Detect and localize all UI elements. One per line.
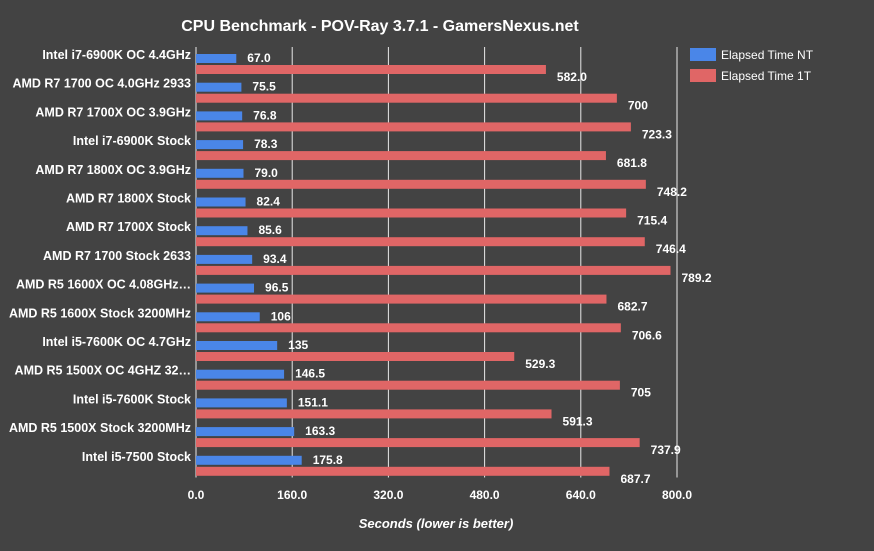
chart-title: CPU Benchmark - POV-Ray 3.7.1 - GamersNe…: [181, 18, 579, 35]
data-label-1t: 723.3: [642, 127, 672, 141]
bar-elapsed-time-nt: [196, 226, 248, 236]
labels-layer: Intel i7-6900K OC 4.4GHz 67.0 582.0 AMD R7 …: [9, 48, 712, 486]
category-label: Intel i7-6900K OC 4.4GHz: [42, 48, 191, 62]
category-label: AMD R5 1500X Stock 3200MHz: [9, 421, 191, 435]
data-label-1t: 789.2: [682, 271, 712, 285]
legend-label: Elapsed Time 1T: [721, 69, 812, 83]
bar-elapsed-time-nt: [196, 369, 285, 379]
bar-elapsed-time-nt: [196, 197, 246, 207]
data-label-nt: 146.5: [295, 367, 325, 381]
data-label-1t: 705: [631, 386, 651, 400]
legend-swatch: [690, 48, 716, 61]
bar-elapsed-time-nt: [196, 455, 302, 465]
bar-elapsed-time-1t: [196, 151, 606, 161]
category-label: AMD R7 1800X OC 3.9GHz: [35, 163, 191, 177]
bar-elapsed-time-1t: [196, 122, 631, 132]
bar-elapsed-time-nt: [196, 168, 244, 178]
data-label-nt: 67.0: [247, 51, 271, 65]
bar-elapsed-time-nt: [196, 111, 243, 121]
data-label-nt: 151.1: [298, 395, 328, 409]
bar-elapsed-time-1t: [196, 265, 671, 275]
legend: Elapsed Time NT Elapsed Time 1T: [690, 48, 814, 83]
category-label: AMD R7 1700X OC 3.9GHz: [35, 105, 191, 119]
bar-elapsed-time-1t: [196, 237, 645, 247]
bar-elapsed-time-nt: [196, 283, 255, 293]
data-label-nt: 135: [288, 338, 308, 352]
category-label: AMD R7 1800X Stock: [66, 192, 191, 206]
data-label-1t: 700: [628, 99, 648, 113]
data-label-nt: 93.4: [263, 252, 287, 266]
legend-label: Elapsed Time NT: [721, 48, 814, 62]
legend-swatch: [690, 69, 716, 82]
data-label-nt: 96.5: [265, 281, 289, 295]
bars-layer: [196, 54, 671, 476]
category-label: AMD R7 1700X Stock: [66, 220, 191, 234]
bar-elapsed-time-1t: [196, 179, 646, 189]
x-tick-label: 0.0: [188, 488, 205, 502]
data-label-1t: 682.7: [617, 300, 647, 314]
x-tick-label: 640.0: [566, 488, 596, 502]
x-tick-label: 160.0: [277, 488, 307, 502]
axis-layer: 0.0 160.0 320.0 480.0 640.0 800.0: [188, 488, 693, 502]
category-label: Intel i7-6900K Stock: [73, 134, 191, 148]
bar-elapsed-time-1t: [196, 466, 610, 476]
data-label-nt: 175.8: [313, 453, 343, 467]
data-label-nt: 78.3: [254, 137, 278, 151]
category-label: Intel i5-7500 Stock: [82, 450, 191, 464]
data-label-1t: 591.3: [563, 414, 593, 428]
data-label-nt: 85.6: [258, 223, 282, 237]
bar-elapsed-time-1t: [196, 65, 546, 74]
bar-elapsed-time-nt: [196, 312, 260, 322]
data-label-nt: 82.4: [257, 195, 281, 209]
data-label-nt: 75.5: [252, 80, 276, 94]
bar-elapsed-time-nt: [196, 140, 244, 150]
category-label: AMD R5 1500X OC 4GHZ 32…: [15, 364, 191, 378]
bar-elapsed-time-nt: [196, 341, 278, 350]
bar-elapsed-time-1t: [196, 323, 621, 333]
data-label-1t: 737.9: [651, 443, 681, 457]
bar-elapsed-time-nt: [196, 54, 237, 63]
data-label-nt: 106: [271, 309, 291, 323]
data-label-1t: 748.2: [657, 185, 687, 199]
data-label-1t: 582.0: [557, 70, 587, 84]
bar-elapsed-time-1t: [196, 352, 515, 361]
data-label-1t: 681.8: [617, 156, 647, 170]
category-label: AMD R7 1700 OC 4.0GHz 2933: [12, 77, 191, 91]
data-label-1t: 529.3: [525, 357, 555, 371]
category-label: AMD R5 1600X Stock 3200MHz: [9, 306, 191, 320]
x-tick-label: 480.0: [470, 488, 500, 502]
data-label-1t: 715.4: [637, 214, 667, 228]
bar-elapsed-time-1t: [196, 438, 640, 448]
bar-elapsed-time-1t: [196, 294, 607, 304]
bar-elapsed-time-1t: [196, 380, 620, 390]
bar-elapsed-time-nt: [196, 398, 287, 408]
bar-elapsed-time-1t: [196, 93, 617, 103]
data-label-1t: 746.4: [656, 242, 686, 256]
x-tick-label: 320.0: [373, 488, 403, 502]
data-label-1t: 706.6: [632, 328, 662, 342]
data-label-nt: 76.8: [253, 108, 277, 122]
bar-elapsed-time-1t: [196, 208, 627, 218]
bar-elapsed-time-nt: [196, 254, 253, 264]
x-axis-title: Seconds (lower is better): [359, 516, 514, 531]
bar-elapsed-time-nt: [196, 427, 295, 437]
category-label: Intel i5-7600K OC 4.7GHz: [42, 335, 191, 349]
data-label-1t: 687.7: [620, 472, 650, 486]
data-label-nt: 79.0: [254, 166, 278, 180]
bar-elapsed-time-nt: [196, 82, 242, 92]
data-label-nt: 163.3: [305, 424, 335, 438]
category-label: AMD R7 1700 Stock 2633: [43, 249, 191, 263]
category-label: AMD R5 1600X OC 4.08GHz…: [16, 278, 191, 292]
category-label: Intel i5-7600K Stock: [73, 392, 191, 406]
bar-elapsed-time-1t: [196, 409, 552, 419]
x-tick-label: 800.0: [662, 488, 692, 502]
